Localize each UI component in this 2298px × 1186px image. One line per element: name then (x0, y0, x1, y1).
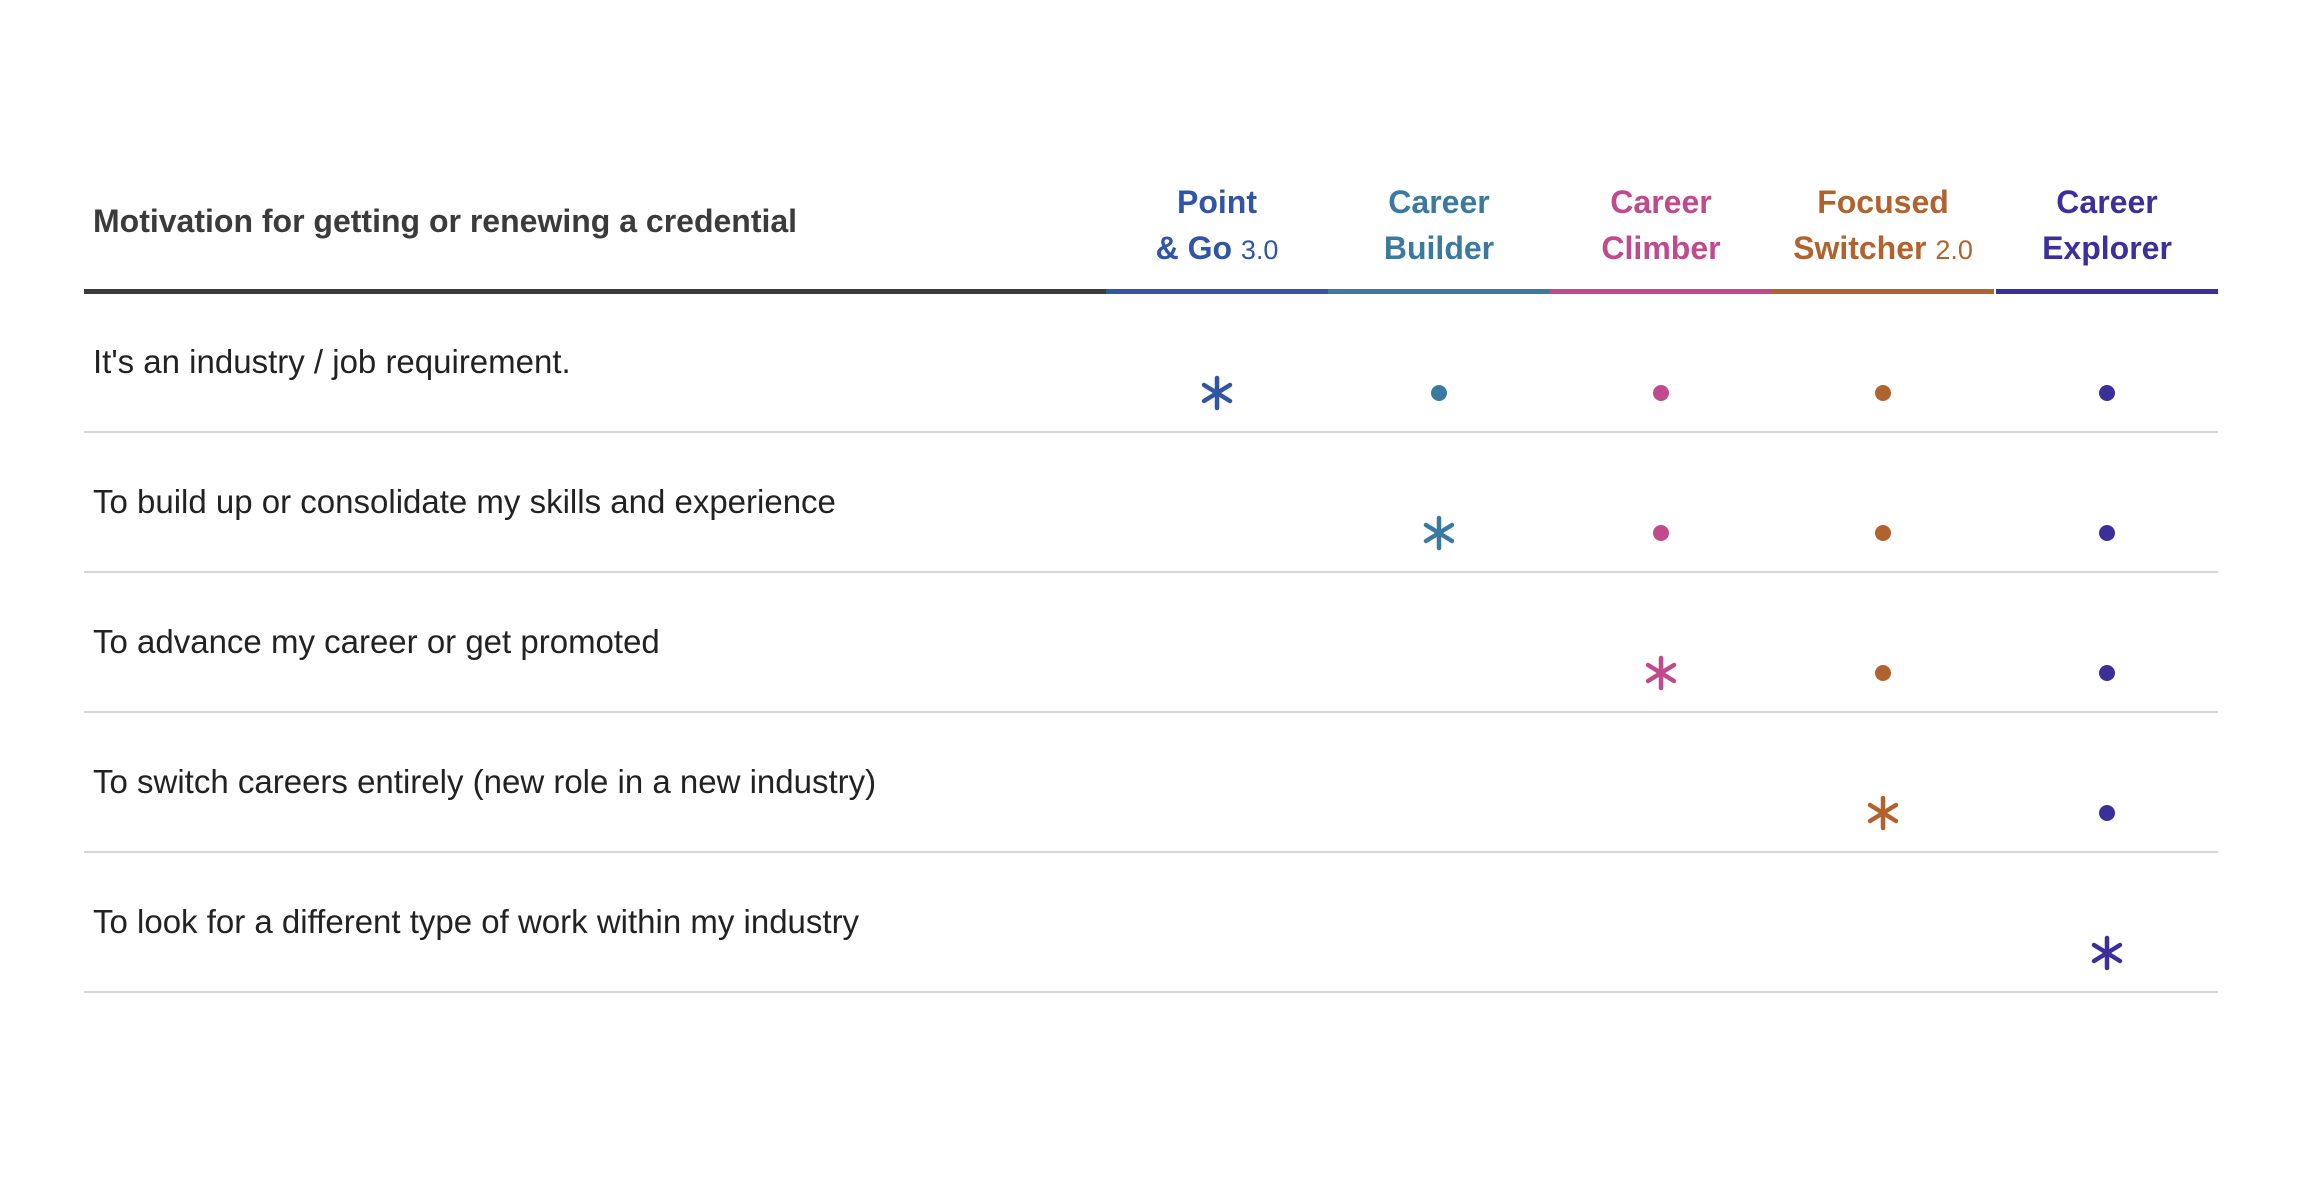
row-label: To look for a different type of work wit… (93, 903, 860, 940)
asterisk-icon (1772, 793, 1994, 833)
asterisk-icon (1996, 933, 2218, 973)
header-divider (84, 289, 1106, 294)
column-header-career-climber: Career Climber (1601, 184, 1721, 266)
dot-icon (1550, 373, 1772, 413)
dot-icon (1653, 385, 1669, 401)
version-suffix: 2.0 (1935, 235, 1973, 265)
column-rule (1996, 289, 2218, 294)
row-label: To advance my career or get promoted (93, 623, 660, 660)
row-label: To switch careers entirely (new role in … (93, 763, 877, 800)
table-row: It's an industry / job requirement. (84, 293, 2218, 433)
table-row: To build up or consolidate my skills and… (84, 433, 2218, 573)
dot-icon (2099, 385, 2115, 401)
column-header-focused-switcher: Focused Switcher 2.0 (1793, 184, 1973, 266)
dot-icon (1996, 653, 2218, 693)
dot-icon (1772, 653, 1994, 693)
column-rule (1550, 289, 1772, 294)
dot-icon (1653, 525, 1669, 541)
asterisk-icon (1328, 513, 1550, 553)
column-rule (1328, 289, 1550, 294)
dot-icon (1328, 373, 1550, 413)
table-row: To look for a different type of work wit… (84, 853, 2218, 993)
version-suffix: 3.0 (1240, 235, 1279, 265)
asterisk-icon (1550, 653, 1772, 693)
dot-icon (1550, 513, 1772, 553)
dot-icon (2099, 665, 2115, 681)
table-row: To advance my career or get promoted (84, 573, 2218, 713)
dot-icon (1875, 385, 1891, 401)
dot-icon (1996, 513, 2218, 553)
column-header-point-and-go: Point & Go 3.0 (1155, 184, 1279, 266)
dot-icon (2099, 805, 2115, 821)
dot-icon (1996, 793, 2218, 833)
dot-icon (1431, 385, 1447, 401)
column-rule (1106, 289, 1328, 294)
table-body: It's an industry / job requirement. To bu… (84, 293, 2218, 993)
asterisk-icon (1106, 373, 1328, 413)
column-header-career-explorer: Career Explorer (2042, 184, 2172, 266)
dot-icon (2099, 525, 2115, 541)
dot-icon (1772, 373, 1994, 413)
dot-icon (1772, 513, 1994, 553)
row-label: It's an industry / job requirement. (93, 343, 571, 380)
column-rule (1772, 289, 1994, 294)
table-row: To switch careers entirely (new role in … (84, 713, 2218, 853)
row-label: To build up or consolidate my skills and… (93, 483, 836, 520)
dot-icon (1875, 525, 1891, 541)
motivation-table: Motivation for getting or renewing a cre… (84, 148, 2218, 993)
table-header: Motivation for getting or renewing a cre… (84, 148, 2218, 294)
dot-icon (1996, 373, 2218, 413)
column-header-career-builder: Career Builder (1383, 184, 1495, 266)
dot-icon (1875, 665, 1891, 681)
table-title: Motivation for getting or renewing a cre… (93, 203, 798, 239)
